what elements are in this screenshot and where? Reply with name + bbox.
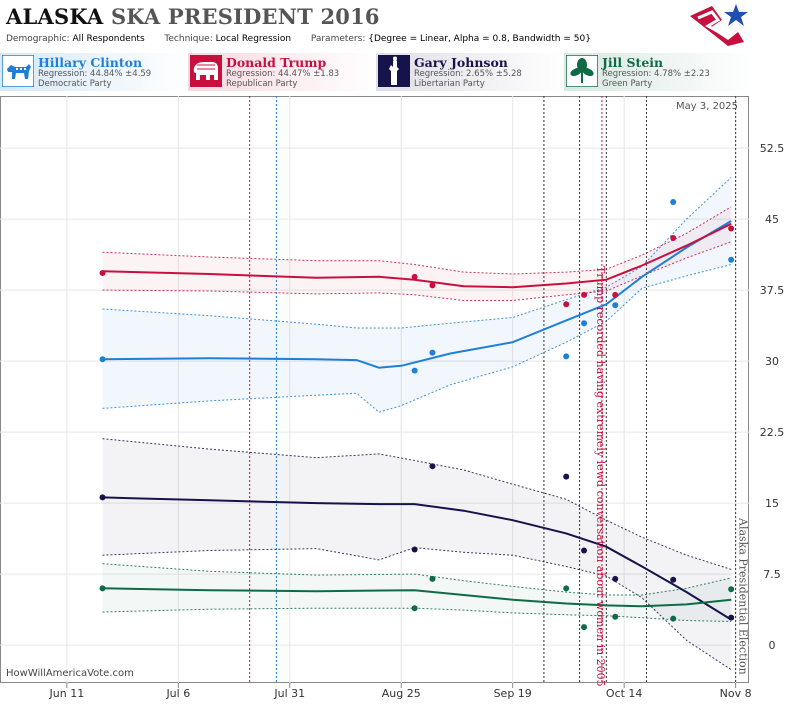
trend-line — [102, 587, 732, 608]
candidate-regression: Regression: 2.65% ±5.28 — [414, 69, 522, 79]
poll-point — [728, 586, 735, 593]
event-annotation: Alaska Presidential Election — [737, 517, 750, 675]
poll-point — [563, 353, 570, 360]
candidate-party: Republican Party — [226, 79, 298, 89]
poll-point — [670, 615, 677, 622]
poll-point — [728, 225, 735, 232]
x-tick-label: Jun 11 — [49, 687, 85, 700]
poll-point — [612, 613, 619, 620]
poll-point — [429, 463, 436, 470]
poll-point — [581, 291, 588, 298]
parameters-line: Demographic: All Respondents Technique: … — [6, 34, 591, 44]
title-rest: SKA PRESIDENT 2016 — [110, 4, 380, 29]
y-tick-label: 37.5 — [760, 284, 785, 297]
trend-line — [102, 220, 732, 369]
candidate-card-clinton[interactable]: Hillary Clinton Regression: 44.84% ±4.59… — [0, 53, 188, 91]
x-tick-label: Sep 19 — [494, 687, 532, 700]
candidate-name: Gary Johnson — [414, 55, 508, 70]
y-tick-label: 7.5 — [763, 568, 781, 581]
lower-bound-line — [102, 547, 732, 671]
poll-point — [411, 273, 418, 280]
x-tick-label: Oct 14 — [606, 687, 643, 700]
title-state: ALASKA — [6, 4, 104, 29]
trend-line — [102, 496, 732, 621]
poll-point — [563, 301, 570, 308]
poll-point — [563, 585, 570, 592]
poll-point — [411, 546, 418, 553]
lower-bound-line — [102, 241, 732, 301]
candidate-name: Jill Stein — [602, 55, 664, 70]
candidate-regression: Regression: 44.47% ±1.83 — [226, 69, 340, 79]
candidate-regression: Regression: 4.78% ±2.23 — [602, 69, 710, 79]
poll-point — [612, 575, 619, 582]
candidate-name: Hillary Clinton — [38, 55, 143, 70]
poll-point — [670, 235, 677, 242]
x-tick-label: Jul 6 — [165, 687, 190, 700]
page-title: ALASKA SKA PRESIDENT 2016 — [6, 4, 380, 29]
demographic-value: All Respondents — [72, 34, 145, 44]
y-tick-label: 0 — [769, 639, 776, 652]
trend-line — [102, 222, 732, 289]
confidence-band — [102, 177, 732, 413]
poll-point — [670, 576, 677, 583]
site-watermark: HowWillAmericaVote.com — [6, 668, 134, 679]
technique-value: Local Regression — [215, 34, 292, 44]
y-tick-label: 52.5 — [760, 142, 785, 155]
technique-label: Technique: — [164, 34, 213, 44]
poll-point — [99, 270, 106, 277]
site-logo-icon — [690, 4, 748, 46]
confidence-band — [102, 563, 732, 622]
candidate-card-trump[interactable]: Donald Trump Regression: 44.47% ±1.83 Re… — [188, 53, 376, 91]
poll-point — [563, 473, 570, 480]
poll-point — [728, 256, 735, 263]
elephant-icon — [190, 55, 222, 87]
parameters-label: Parameters: — [310, 34, 366, 44]
upper-bound-line — [102, 438, 732, 570]
candidate-party: Libertarian Party — [414, 79, 485, 89]
candidate-party: Green Party — [602, 79, 653, 89]
event-annotation: Trump recorded having extremely lewd con… — [594, 266, 607, 687]
leaf-icon — [566, 55, 598, 87]
candidate-name: Donald Trump — [226, 55, 327, 70]
poll-point — [728, 614, 735, 621]
upper-bound-line — [102, 563, 732, 596]
poll-point — [411, 367, 418, 374]
y-tick-label: 22.5 — [760, 426, 785, 439]
candidate-card-johnson[interactable]: Gary Johnson Regression: 2.65% ±5.28 Lib… — [376, 53, 564, 91]
confidence-band — [102, 206, 732, 301]
demographic-label: Demographic: — [6, 34, 70, 44]
upper-bound-line — [102, 206, 732, 275]
poll-point — [581, 547, 588, 554]
x-tick-label: Nov 8 — [720, 687, 752, 700]
poll-point — [429, 575, 436, 582]
poll-point — [429, 349, 436, 356]
candidate-regression: Regression: 44.84% ±4.59 — [38, 69, 152, 79]
candidate-legend: Hillary Clinton Regression: 44.84% ±4.59… — [0, 53, 789, 93]
upper-bound-line — [102, 177, 732, 329]
poll-point — [612, 302, 619, 309]
poll-point — [99, 356, 106, 363]
y-tick-label: 15 — [765, 497, 779, 510]
liberty-icon — [378, 55, 410, 87]
poll-point — [581, 624, 588, 631]
poll-point — [429, 282, 436, 289]
y-tick-label: 30 — [765, 355, 779, 368]
poll-point — [612, 291, 619, 298]
poll-point — [411, 605, 418, 612]
poll-point — [670, 199, 677, 206]
lower-bound-line — [102, 264, 732, 413]
x-tick-label: Jul 31 — [273, 687, 305, 700]
poll-point — [581, 320, 588, 327]
confidence-band — [102, 438, 732, 670]
x-tick-label: Aug 25 — [382, 687, 421, 700]
donkey-icon — [2, 55, 34, 87]
date-stamp: May 3, 2025 — [676, 101, 739, 112]
poll-point — [99, 494, 106, 501]
poll-point — [99, 585, 106, 592]
y-tick-label: 45 — [765, 213, 779, 226]
candidate-party: Democratic Party — [38, 79, 112, 89]
parameters-value: {Degree = Linear, Alpha = 0.8, Bandwidth… — [368, 34, 591, 44]
candidate-card-stein[interactable]: Jill Stein Regression: 4.78% ±2.23 Green… — [564, 53, 752, 91]
